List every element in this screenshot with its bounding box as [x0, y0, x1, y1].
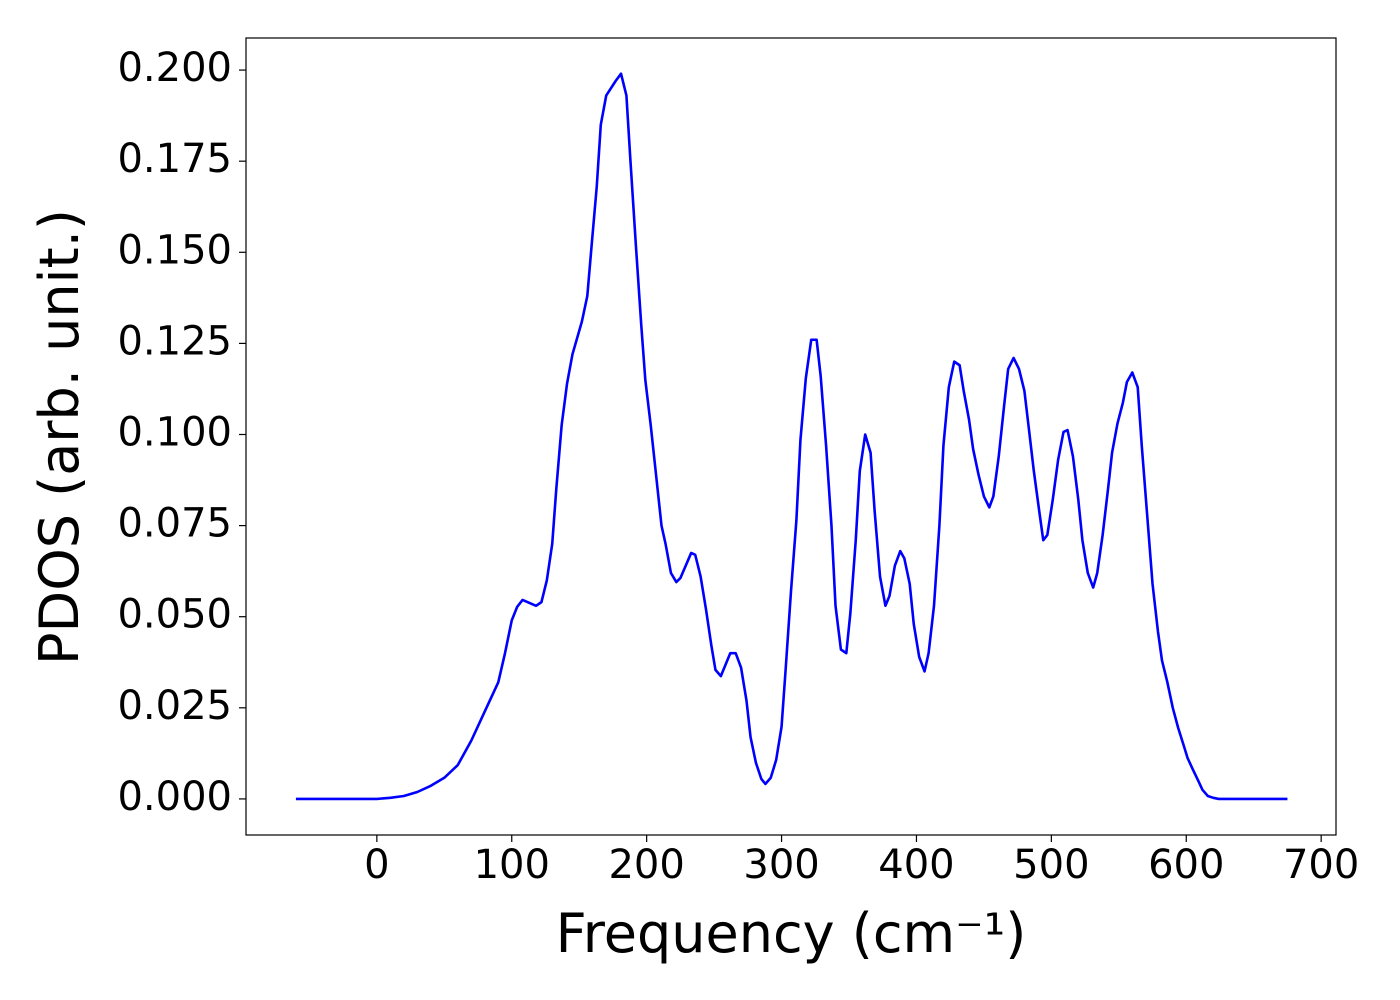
x-tick-label: 600	[1148, 842, 1224, 888]
x-tick-label: 300	[743, 842, 819, 888]
y-tick-label: 0.050	[117, 592, 232, 638]
x-axis-label: Frequency (cm⁻¹)	[556, 902, 1027, 965]
plot-frame	[245, 37, 1337, 836]
data-line	[295, 72, 1288, 801]
x-tick-label: 400	[878, 842, 954, 888]
y-tick-label: 0.200	[117, 45, 232, 91]
y-tick-label: 0.075	[117, 501, 232, 547]
y-tick-label: 0.100	[117, 409, 232, 455]
y-axis-label: PDOS (arb. unit.)	[28, 209, 91, 665]
y-tick-label: 0.000	[117, 774, 232, 820]
y-tick-label: 0.125	[117, 318, 232, 364]
y-tick-label: 0.175	[117, 136, 232, 182]
x-tick-label: 100	[474, 842, 550, 888]
x-tick-label: 500	[1013, 842, 1089, 888]
x-tick-label: 0	[364, 842, 389, 888]
y-tick-label: 0.025	[117, 683, 232, 729]
x-tick-label: 200	[608, 842, 684, 888]
x-tick-label: 700	[1283, 842, 1359, 888]
y-tick-label: 0.150	[117, 227, 232, 273]
